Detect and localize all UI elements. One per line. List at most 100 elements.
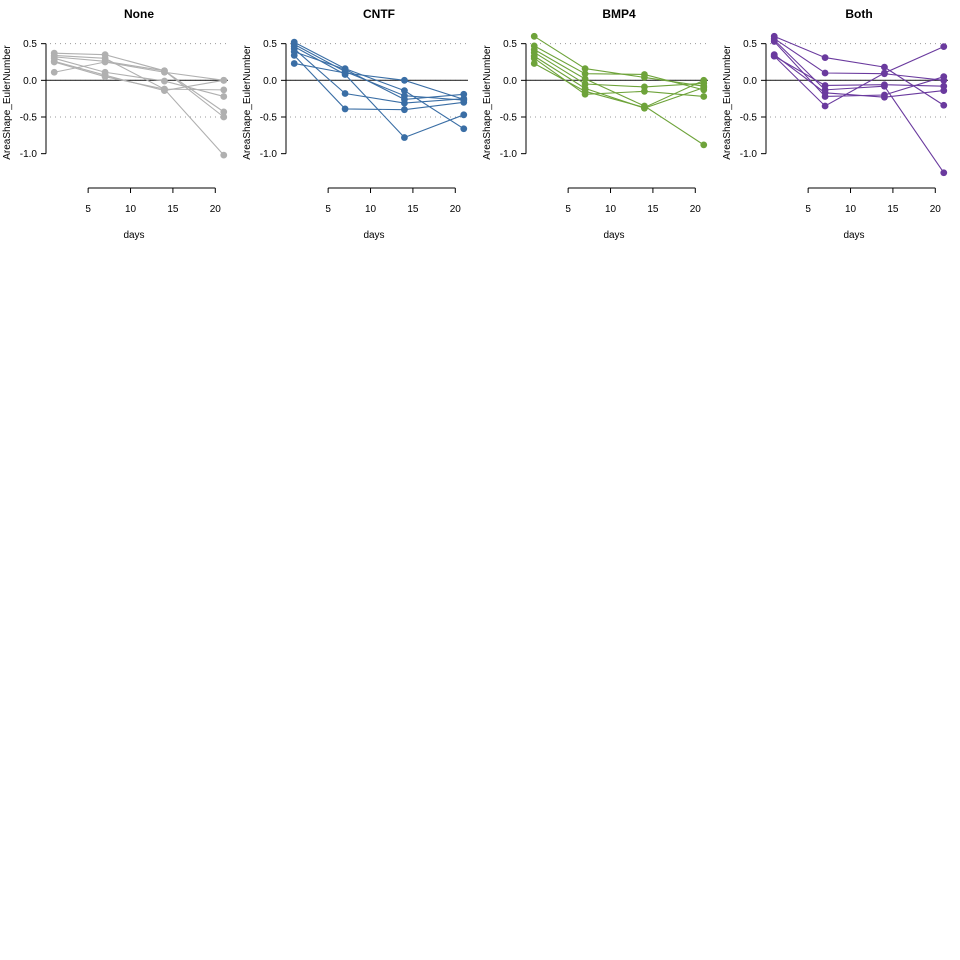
x-tick-label: 10	[125, 204, 137, 215]
data-point	[50, 58, 58, 66]
data-point	[341, 105, 349, 113]
data-point	[821, 82, 829, 89]
series-line	[773, 55, 944, 87]
x-tick-label: 20	[690, 204, 702, 215]
data-point	[220, 113, 228, 121]
x-axis-label: days	[843, 230, 864, 241]
data-point	[881, 93, 888, 101]
series-line	[293, 48, 464, 104]
series-line	[533, 55, 704, 109]
y-tick-label: -0.5	[260, 113, 278, 124]
x-axis-label: days	[123, 230, 144, 241]
data-point	[940, 82, 948, 90]
x-tick-label: 15	[887, 204, 899, 215]
series-line	[54, 52, 225, 113]
data-point	[700, 141, 708, 149]
panel-title: None	[124, 7, 154, 21]
data-point	[290, 60, 298, 67]
panel-both: Both -1.0 -0.5 0.0 0.5 AreaShape_EulerNumber 5…	[722, 7, 948, 241]
y-tick-label: 0.5	[503, 39, 517, 50]
panel-cntf: CNTF -1.0 -0.5 0.0 0.5 AreaShape_EulerNumber 5…	[242, 7, 468, 241]
panel-none: None -1.0 -0.5 0.0 0.5 AreaShape_EulerNumber 5…	[2, 7, 228, 241]
data-point	[940, 169, 948, 177]
data-point	[401, 106, 408, 114]
data-point	[581, 75, 589, 83]
data-point	[101, 58, 109, 66]
data-point	[401, 87, 408, 94]
series-line	[293, 43, 464, 101]
y-tick-label: -0.5	[20, 113, 38, 124]
series-line	[533, 45, 704, 91]
y-axis-label: AreaShape_EulerNumber	[482, 45, 493, 160]
data-point	[881, 63, 888, 71]
data-point	[940, 43, 948, 50]
series-line	[293, 41, 465, 130]
y-tick-label: -1.0	[500, 149, 518, 160]
data-point	[101, 73, 109, 81]
data-point	[220, 76, 228, 84]
x-tick-label: 5	[565, 204, 571, 215]
data-point	[881, 69, 888, 77]
data-point	[220, 93, 228, 100]
series-line	[773, 54, 944, 98]
y-tick-label: 0.5	[263, 39, 277, 50]
data-point	[530, 54, 538, 62]
y-tick-label: -1.0	[20, 149, 38, 160]
y-tick-label: 0.5	[23, 39, 37, 50]
panel-title: BMP4	[602, 7, 636, 21]
series-line	[773, 38, 944, 81]
data-point	[940, 73, 948, 81]
x-tick-label: 15	[407, 204, 419, 215]
data-point	[50, 68, 58, 76]
series-line	[294, 62, 464, 100]
data-point	[401, 134, 408, 141]
data-point	[341, 69, 349, 77]
y-tick-label: 0.0	[23, 76, 37, 87]
x-tick-label: 5	[85, 204, 91, 215]
data-point	[821, 89, 829, 97]
x-axis-label: days	[603, 230, 624, 241]
data-point	[220, 108, 228, 116]
data-point	[641, 104, 648, 111]
series-line	[773, 46, 944, 107]
x-tick-label: 10	[845, 204, 857, 215]
x-tick-label: 20	[210, 204, 222, 215]
data-point	[770, 52, 778, 60]
series-line	[54, 57, 224, 97]
x-tick-label: 20	[450, 204, 462, 215]
y-tick-label: 0.0	[263, 76, 277, 87]
panel-title: CNTF	[363, 7, 395, 21]
series-line	[54, 61, 224, 81]
y-tick-label: 0.0	[503, 76, 517, 87]
data-point	[401, 76, 408, 84]
series-line	[533, 51, 704, 88]
x-tick-label: 10	[365, 204, 377, 215]
x-tick-label: 10	[605, 204, 617, 215]
data-point	[821, 102, 829, 110]
x-tick-label: 20	[930, 204, 942, 215]
data-point	[940, 101, 948, 109]
y-tick-label: -1.0	[260, 149, 278, 160]
y-tick-label: 0.5	[743, 39, 757, 50]
x-tick-label: 15	[167, 204, 179, 215]
data-point	[581, 65, 589, 72]
data-point	[821, 54, 829, 61]
data-point	[700, 84, 708, 92]
y-tick-label: -0.5	[500, 113, 518, 124]
x-tick-label: 15	[647, 204, 659, 215]
x-tick-label: 5	[325, 204, 331, 215]
y-tick-label: -1.0	[740, 149, 758, 160]
data-point	[220, 151, 228, 159]
data-point	[460, 111, 468, 119]
data-point	[161, 77, 168, 85]
data-point	[530, 60, 538, 67]
series-line	[54, 56, 225, 118]
data-point	[341, 90, 349, 97]
data-point	[290, 52, 298, 59]
data-point	[460, 96, 468, 103]
y-axis-label: AreaShape_EulerNumber	[722, 45, 733, 160]
panel-bmp4: BMP4 -1.0 -0.5 0.0 0.5 AreaShape_EulerNumber 5…	[482, 7, 708, 241]
x-axis-label: days	[363, 230, 384, 241]
data-point	[881, 81, 888, 89]
